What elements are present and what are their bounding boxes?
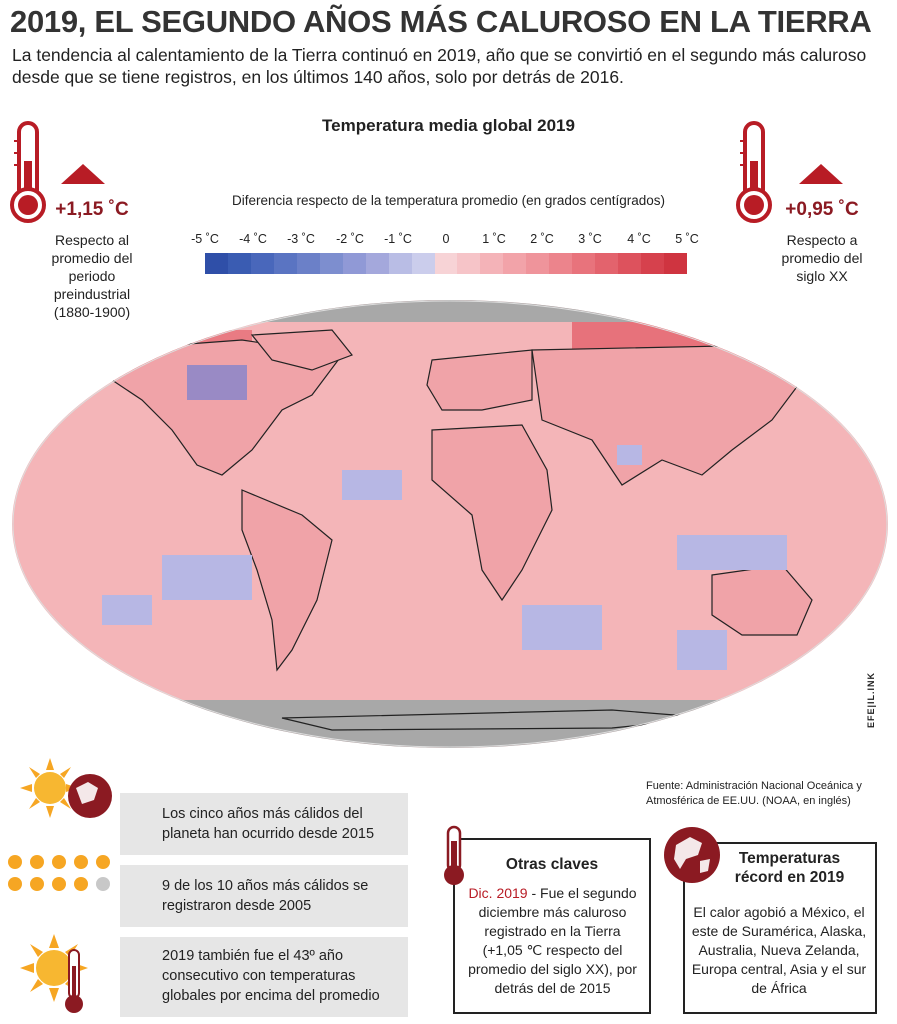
right-stat-value: +0,95 ˚C: [785, 199, 859, 220]
sun-icon: [8, 855, 110, 891]
indian-ocean-cool: [522, 605, 602, 650]
scale-swatch: [549, 253, 573, 274]
sun-icon: [20, 758, 112, 818]
thermometer-icon: [736, 121, 772, 223]
world-temperature-map: [12, 300, 888, 748]
scale-swatch: [503, 253, 527, 274]
thermometer-icon: [10, 121, 46, 223]
otras-claves-box: [453, 838, 651, 1014]
canada-cool: [187, 365, 247, 400]
scale-swatch: [319, 253, 343, 274]
records-title: Temperaturas récord en 2019: [734, 850, 845, 886]
legend-tick: 5 ˚C: [675, 232, 699, 246]
pacific-cool: [162, 555, 252, 600]
fact-band: [120, 793, 408, 855]
greenland: [250, 329, 353, 371]
south-america: [241, 489, 333, 672]
globe-icon: [664, 827, 720, 883]
europe: [426, 349, 533, 411]
scale-swatch: [205, 253, 228, 274]
scale-swatch: [572, 253, 596, 274]
otras-claves-text: Dic. 2019 - Fue el segundo diciembre más…: [465, 884, 640, 998]
indonesia-cool: [677, 535, 787, 570]
fact-text: 2019 también fue el 43º año consecutivo …: [162, 948, 380, 1004]
left-stat-value: +1,15 ˚C: [55, 199, 129, 220]
scale-swatch: [250, 253, 274, 274]
page-title: 2019, EL SEGUNDO AÑOS MÁS CALUROSO EN LA…: [10, 4, 872, 39]
africa: [431, 424, 553, 602]
scale-swatch: [411, 253, 435, 274]
otras-claves-body: - Fue el segundo diciembre más caluroso …: [468, 885, 637, 996]
antarctic-nodata: [12, 700, 888, 748]
left-stat-description: Respecto al promedio del periodo preindu…: [51, 232, 133, 320]
scale-swatch: [434, 253, 458, 274]
legend-tick: -5 ˚C: [191, 232, 219, 246]
legend-tick: -1 ˚C: [384, 232, 412, 246]
fact-text: Los cinco años más cálidos del planeta h…: [162, 806, 375, 842]
arctic-nodata: [12, 300, 888, 322]
scale-swatch: [342, 253, 366, 274]
scale-swatch: [480, 253, 504, 274]
otras-claves-title: Otras claves: [505, 856, 599, 873]
records-box: [683, 842, 877, 1014]
south-indian-cool: [677, 630, 727, 670]
credit: EFE|IL.INK: [866, 672, 876, 729]
legend-tick: 1 ˚C: [482, 232, 506, 246]
scale-swatch: [365, 253, 389, 274]
scale-swatch: [641, 253, 665, 274]
atlantic-cool: [342, 470, 402, 500]
legend-tick: 4 ˚C: [627, 232, 651, 246]
scale-swatch: [457, 253, 481, 274]
scale-swatch: [664, 253, 688, 274]
scale-swatch: [388, 253, 412, 274]
scale-swatch: [227, 253, 251, 274]
south-pacific-cool: [102, 595, 152, 625]
asia-cool: [617, 445, 642, 465]
fact-band: [120, 937, 408, 1017]
legend-tick: 0: [442, 232, 450, 246]
source-note: Fuente: Administración Nacional Oceánica…: [646, 780, 862, 807]
right-stat-description: Respecto a promedio del siglo XX: [781, 232, 863, 284]
map-title: Temperatura media global 2019: [322, 116, 575, 135]
legend-tick: 3 ˚C: [578, 232, 602, 246]
sun-icon: [20, 934, 88, 1013]
legend-label: Diferencia respecto de la temperatura pr…: [232, 193, 665, 208]
page-subtitle: La tendencia al calentamiento de la Tier…: [12, 45, 867, 87]
thermometer-icon: [444, 825, 464, 885]
scale-swatch: [273, 253, 297, 274]
legend-tick: -4 ˚C: [239, 232, 267, 246]
legend-tick: -2 ˚C: [336, 232, 364, 246]
fact-text: 9 de los 10 años más cálidos se registra…: [162, 878, 369, 914]
warning-triangle-icon: [61, 164, 105, 184]
scale-swatch: [595, 253, 619, 274]
otras-claves-highlight: Dic. 2019: [468, 885, 528, 901]
legend-tick: 2 ˚C: [530, 232, 554, 246]
color-scale: [205, 253, 688, 274]
scale-swatch: [618, 253, 642, 274]
scale-swatch: [296, 253, 320, 274]
fact-band: [120, 865, 408, 927]
warning-triangle-icon: [799, 164, 843, 184]
legend-tick: -3 ˚C: [287, 232, 315, 246]
records-text: El calor agobió a México, el este de Sur…: [691, 904, 867, 996]
scale-swatch: [526, 253, 550, 274]
